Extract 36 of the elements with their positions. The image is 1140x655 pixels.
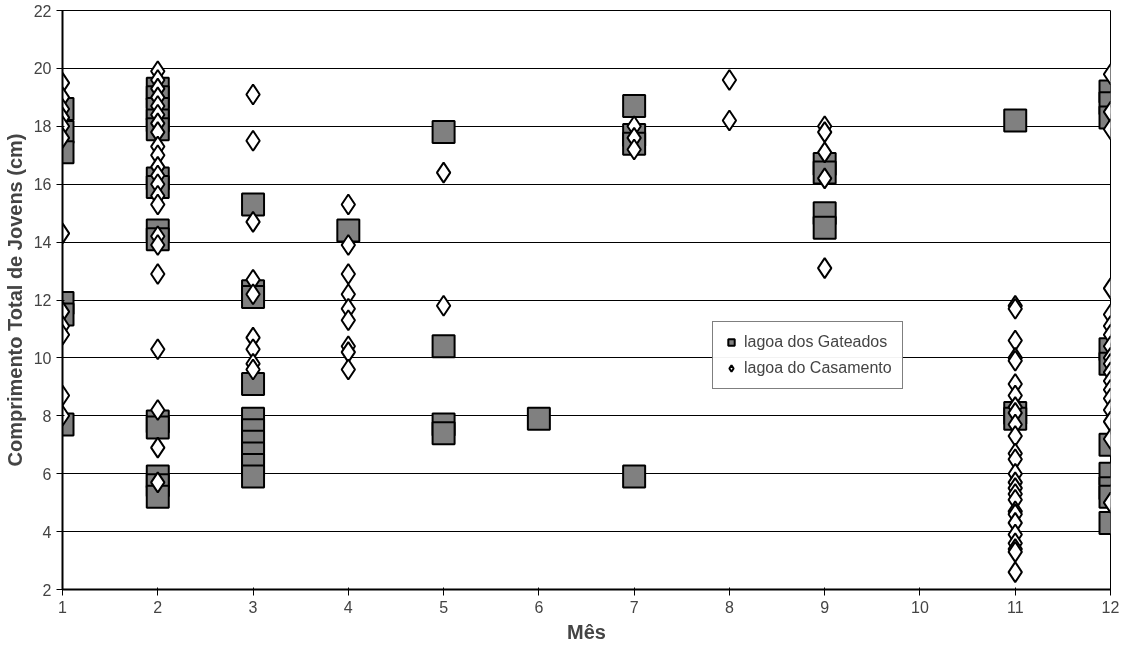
y-tick-label: 2	[42, 581, 52, 599]
point	[241, 371, 266, 396]
y-tick-label: 22	[33, 2, 52, 20]
point	[145, 484, 170, 509]
x-tick-label: 10	[911, 598, 929, 616]
x-tick-label: 5	[439, 598, 449, 616]
point	[241, 192, 266, 217]
y-axis-title: Comprimento Total de Jovens (cm)	[3, 133, 26, 467]
x-tick-label: 12	[1101, 598, 1120, 616]
y-tick-label: 12	[33, 292, 52, 309]
point	[526, 406, 551, 431]
x-tick-label: 2	[153, 598, 163, 616]
x-axis-title: Mês	[567, 620, 606, 643]
point	[431, 120, 456, 145]
point	[241, 464, 266, 489]
x-tick-label: 4	[343, 598, 353, 616]
x-tick-label: 11	[1006, 598, 1024, 616]
x-tick-label: 1	[58, 598, 68, 616]
y-tick-label: 16	[33, 176, 52, 194]
x-tick-label: 9	[820, 598, 830, 616]
legend-label: lagoa dos Gateados	[744, 333, 888, 351]
x-tick-label: 6	[534, 598, 544, 616]
y-tick-label: 18	[33, 118, 52, 136]
point	[431, 334, 456, 359]
y-tick-label: 20	[33, 60, 52, 78]
point	[145, 415, 170, 440]
x-tick-label: 3	[248, 598, 258, 616]
x-tick-label: 8	[724, 598, 734, 616]
y-tick-label: 14	[33, 234, 52, 252]
y-tick-label: 10	[33, 349, 52, 367]
y-tick-label: 6	[42, 465, 52, 483]
legend-label: lagoa do Casamento	[744, 359, 892, 377]
y-tick-label: 8	[42, 407, 52, 425]
x-tick-label: 7	[629, 598, 639, 616]
y-tick-label: 4	[42, 523, 52, 541]
point	[431, 421, 456, 446]
